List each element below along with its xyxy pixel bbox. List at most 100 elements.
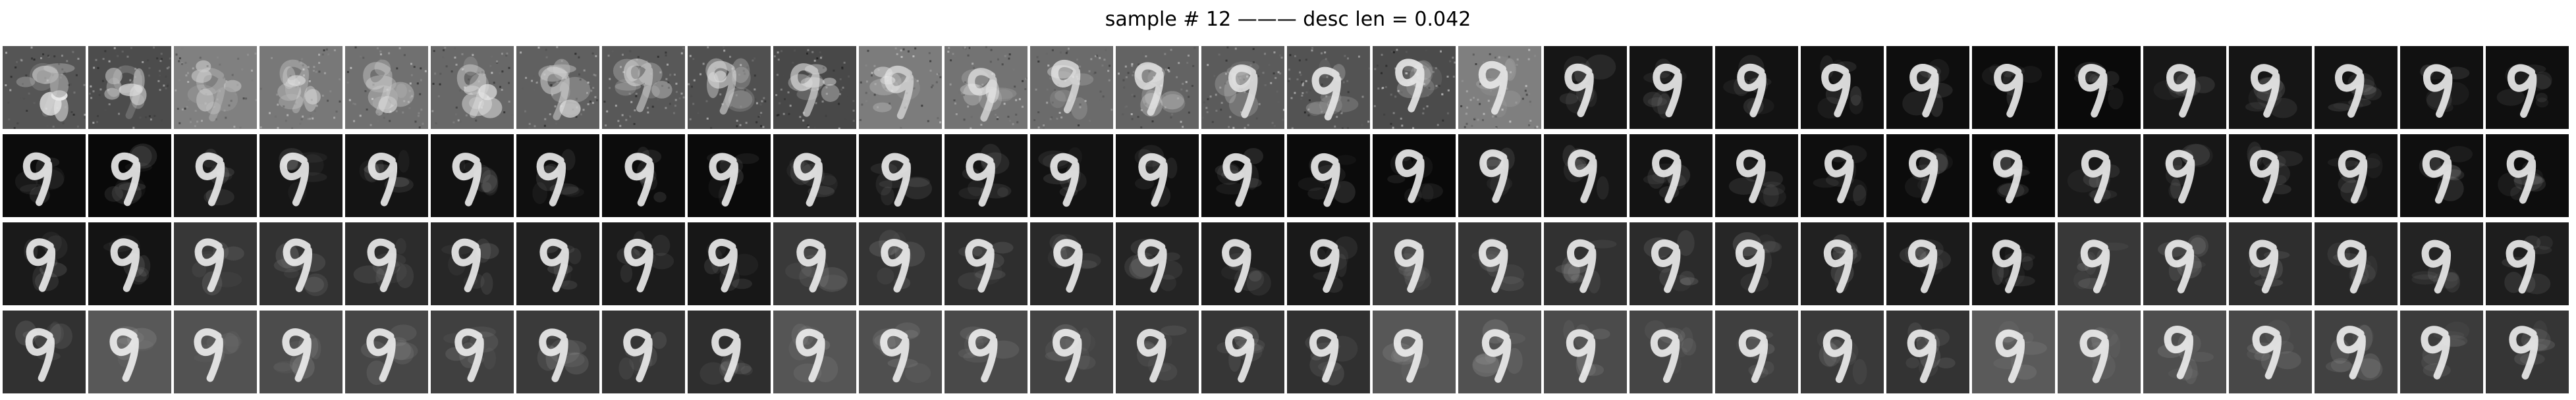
digit-image	[174, 311, 257, 393]
image-tile	[260, 311, 343, 393]
digit-image	[1715, 46, 1798, 129]
image-tile	[1201, 46, 1284, 129]
image-tile	[3, 134, 86, 217]
image-tile	[2400, 311, 2483, 393]
digit-image	[1030, 46, 1113, 129]
image-tile	[1886, 134, 1969, 217]
digit-image	[2486, 222, 2569, 305]
digit-image	[602, 134, 685, 217]
image-tile	[1801, 222, 1884, 305]
image-tile	[431, 222, 514, 305]
image-tile	[2229, 134, 2312, 217]
image-tile	[2315, 46, 2398, 129]
image-tile	[1116, 311, 1199, 393]
image-tile	[602, 222, 685, 305]
digit-image	[1287, 46, 1370, 129]
image-tile	[3, 311, 86, 393]
image-tile	[1287, 134, 1370, 217]
digit-image	[1373, 311, 1456, 393]
digit-image	[773, 46, 856, 129]
image-tile	[1030, 311, 1113, 393]
image-tile	[1630, 222, 1713, 305]
digit-image	[345, 222, 428, 305]
image-tile	[773, 222, 856, 305]
digit-image	[88, 222, 171, 305]
digit-image	[1201, 311, 1284, 393]
image-tile	[1458, 46, 1541, 129]
image-tile	[2143, 46, 2226, 129]
image-tile	[859, 311, 942, 393]
digit-image	[859, 311, 942, 393]
image-tile	[688, 134, 771, 217]
image-tile	[1116, 222, 1199, 305]
digit-image	[1630, 311, 1713, 393]
image-tile	[2058, 222, 2141, 305]
image-tile	[1373, 222, 1456, 305]
digit-image	[88, 311, 171, 393]
digit-image	[1030, 134, 1113, 217]
image-tile	[2486, 46, 2569, 129]
digit-image	[773, 222, 856, 305]
digit-image	[602, 311, 685, 393]
digit-image	[2486, 134, 2569, 217]
image-tile	[773, 134, 856, 217]
digit-image	[1886, 134, 1969, 217]
image-tile	[2315, 134, 2398, 217]
image-tile	[1544, 46, 1627, 129]
image-tile	[2315, 311, 2398, 393]
digit-image	[1373, 134, 1456, 217]
digit-image	[1972, 46, 2055, 129]
digit-image	[688, 134, 771, 217]
digit-image	[2058, 222, 2141, 305]
image-tile	[260, 222, 343, 305]
digit-image	[431, 46, 514, 129]
digit-image	[859, 134, 942, 217]
image-tile	[88, 311, 171, 393]
digit-image	[2315, 134, 2398, 217]
image-tile	[1030, 222, 1113, 305]
image-tile	[1544, 222, 1627, 305]
image-tile	[2058, 311, 2141, 393]
digit-image	[945, 134, 1028, 217]
digit-image	[1201, 222, 1284, 305]
digit-image	[688, 46, 771, 129]
digit-image	[260, 311, 343, 393]
digit-image	[2058, 311, 2141, 393]
image-tile	[1886, 222, 1969, 305]
image-tile	[174, 311, 257, 393]
digit-image	[1715, 134, 1798, 217]
image-tile	[1544, 134, 1627, 217]
digit-image	[1544, 222, 1627, 305]
digit-image	[945, 222, 1028, 305]
image-tile	[602, 134, 685, 217]
figure-title: sample # 12 ——— desc len = 0.042	[1105, 8, 1471, 31]
image-tile	[2143, 134, 2226, 217]
digit-image	[1201, 134, 1284, 217]
image-tile	[2486, 222, 2569, 305]
image-tile	[431, 311, 514, 393]
image-tile	[431, 46, 514, 129]
image-tile	[1972, 46, 2055, 129]
digit-image	[431, 134, 514, 217]
image-tile	[1801, 311, 1884, 393]
digit-image	[2229, 311, 2312, 393]
digit-image	[1287, 222, 1370, 305]
digit-image	[345, 134, 428, 217]
image-tile	[1715, 311, 1798, 393]
image-tile	[260, 134, 343, 217]
digit-image	[88, 46, 171, 129]
digit-image	[3, 46, 86, 129]
digit-image	[2400, 46, 2483, 129]
image-tile	[1287, 311, 1370, 393]
image-tile	[1801, 134, 1884, 217]
digit-image	[1373, 46, 1456, 129]
digit-image	[3, 222, 86, 305]
image-tile	[1886, 311, 1969, 393]
digit-image	[1972, 222, 2055, 305]
image-tile	[1373, 311, 1456, 393]
digit-image	[88, 134, 171, 217]
image-tile	[2400, 46, 2483, 129]
image-tile	[1630, 134, 1713, 217]
image-tile	[1630, 311, 1713, 393]
digit-image	[174, 134, 257, 217]
